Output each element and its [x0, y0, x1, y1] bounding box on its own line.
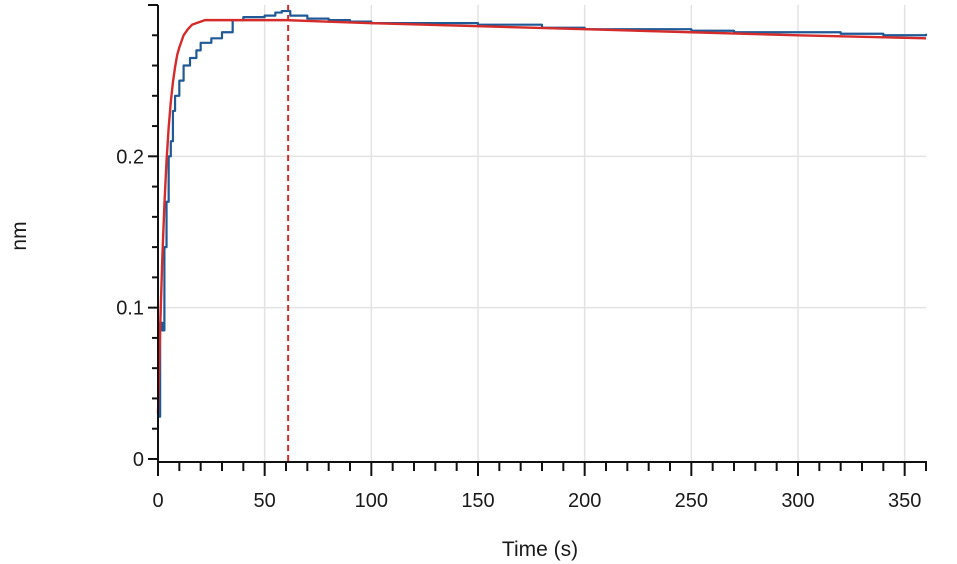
x-tick-label: 350 [888, 490, 921, 512]
x-tick-label: 300 [781, 490, 814, 512]
series-group [156, 9, 928, 418]
data-line [158, 9, 928, 418]
x-tick-label: 150 [461, 490, 494, 512]
x-tick-label: 50 [254, 490, 276, 512]
x-tick-label: 0 [152, 490, 163, 512]
y-tick-label: 0.1 [116, 298, 144, 320]
axes: 0 0.1 0.2 0 50 100 150 200 250 300 350 [116, 4, 927, 512]
x-axis-title: Time (s) [502, 538, 578, 561]
y-axis-title: nm [8, 221, 31, 250]
x-tick-label: 250 [675, 490, 708, 512]
fit-line [156, 18, 927, 414]
x-tick-label: 200 [568, 490, 601, 512]
step-markers [157, 5, 290, 462]
y-tick-label: 0.2 [116, 146, 144, 168]
grid [158, 5, 926, 462]
x-tick-label: 100 [355, 490, 388, 512]
y-tick-label: 0 [133, 449, 144, 471]
